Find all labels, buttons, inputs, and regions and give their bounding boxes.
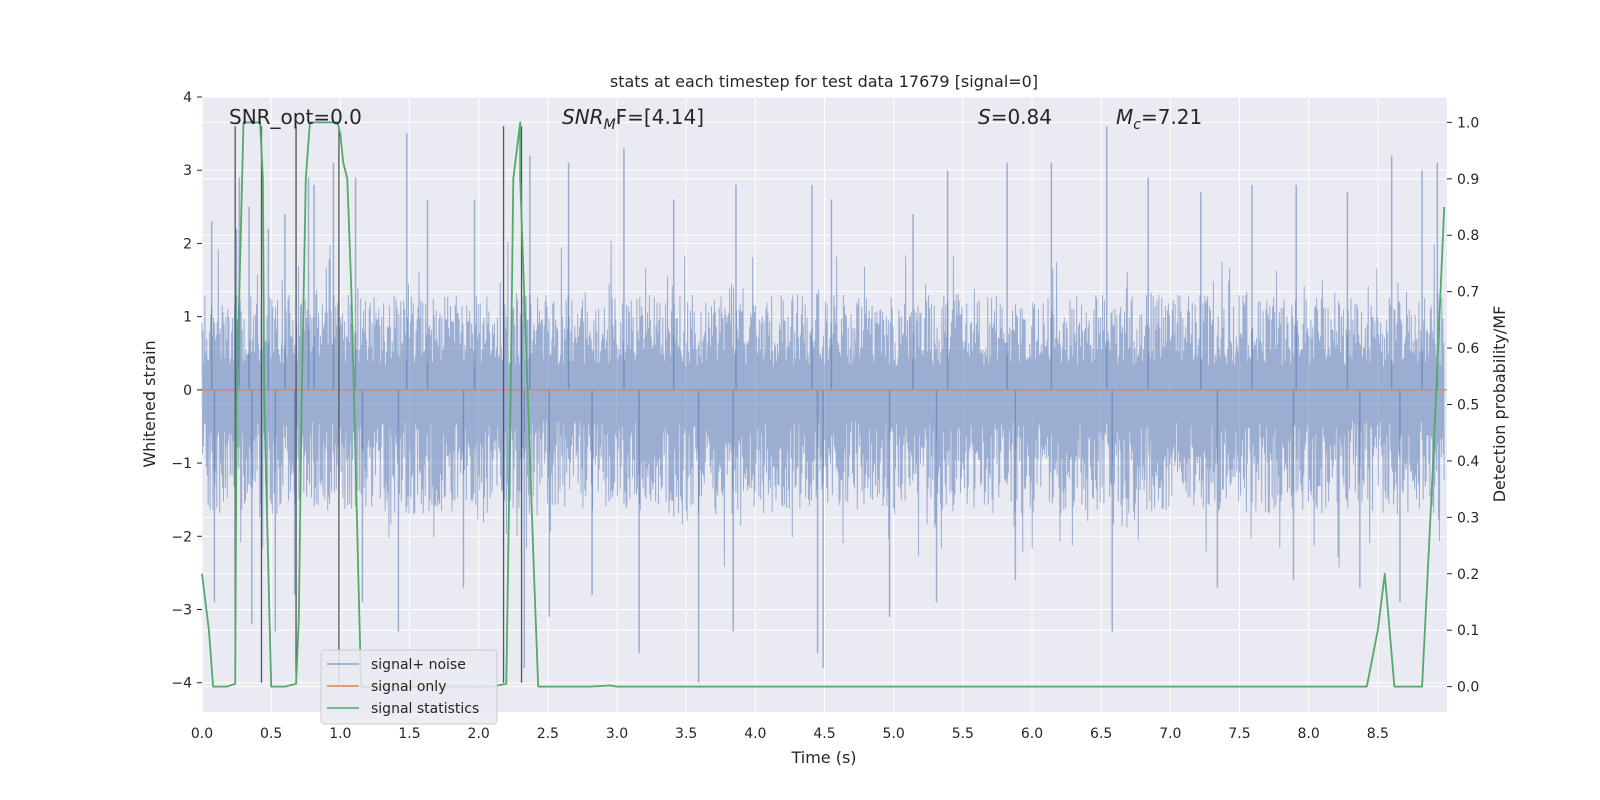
chart-title: stats at each timestep for test data 176…	[610, 72, 1038, 91]
y-tick-label: 1	[183, 310, 192, 326]
x-tick-label: 1.5	[398, 726, 420, 742]
x-tick-label: 7.0	[1159, 726, 1181, 742]
y-tick-label: 4	[183, 90, 192, 106]
x-tick-label: 8.5	[1367, 726, 1389, 742]
y2-tick-label: 1.0	[1457, 115, 1479, 131]
x-tick-label: 1.0	[329, 726, 351, 742]
x-tick-label: 3.0	[606, 726, 628, 742]
x-tick-label: 0.5	[260, 726, 282, 742]
x-tick-label: 2.0	[468, 726, 490, 742]
x-tick-label: 3.5	[675, 726, 697, 742]
x-tick-label: 7.5	[1228, 726, 1250, 742]
y-tick-label: −3	[171, 603, 192, 619]
y2-tick-label: 0.9	[1457, 172, 1479, 188]
y2-tick-label: 0.2	[1457, 567, 1479, 583]
y2-tick-label: 0.0	[1457, 680, 1479, 696]
legend-box	[320, 649, 498, 725]
y-tick-label: −4	[171, 676, 192, 692]
x-tick-label: 2.5	[537, 726, 559, 742]
y2-tick-label: 0.5	[1457, 398, 1479, 414]
x-tick-label: 5.0	[883, 726, 905, 742]
y2-tick-label: 0.7	[1457, 285, 1479, 301]
stats-series	[201, 121, 1446, 688]
x-tick-label: 4.5	[813, 726, 835, 742]
x-tick-label: 4.0	[744, 726, 766, 742]
annotation-mc: Mc=7.21	[1116, 105, 1202, 133]
legend: signal+ noise signal only signal statist…	[320, 649, 498, 725]
y2-tick-label: 0.8	[1457, 228, 1479, 244]
x-tick-label: 6.5	[1090, 726, 1112, 742]
y-tick-label: −2	[171, 529, 192, 545]
y-tick-label: −1	[171, 456, 192, 472]
x-tick-label: 5.5	[952, 726, 974, 742]
y2-tick-label: 0.4	[1457, 454, 1479, 470]
y-tick-label: 3	[183, 163, 192, 179]
legend-label-noise: signal+ noise	[371, 657, 466, 673]
y2-tick-label: 0.3	[1457, 510, 1479, 526]
legend-label-signal: signal only	[371, 679, 446, 695]
legend-label-stats: signal statistics	[371, 701, 479, 717]
x-axis-label: Time (s)	[790, 748, 856, 767]
x-tick-label: 6.0	[1021, 726, 1043, 742]
y-axis-label: Whitened strain	[140, 340, 159, 467]
annotation-snr-opt: SNR_opt=0.0	[229, 105, 362, 129]
y-tick-label: 2	[183, 236, 192, 252]
y-tick-label: 0	[183, 383, 192, 399]
y2-tick-label: 0.6	[1457, 341, 1479, 357]
x-tick-label: 8.0	[1298, 726, 1320, 742]
annotation-snr-mf: SNRMF=[4.14]	[562, 105, 704, 133]
annotation-s: S=0.84	[978, 105, 1052, 129]
y2-axis-label: Detection probability/MF	[1490, 306, 1509, 503]
noise-series	[201, 126, 1445, 683]
stats-line	[201, 121, 1446, 688]
x-tick-label: 0.0	[191, 726, 213, 742]
y2-tick-label: 0.1	[1457, 623, 1479, 639]
axes: 0.0 0.5 1.0 1.5 2.0 2.5 3.0 3.5 4.0 4.5 5.0 5.5 6.0 6…	[171, 90, 1479, 742]
